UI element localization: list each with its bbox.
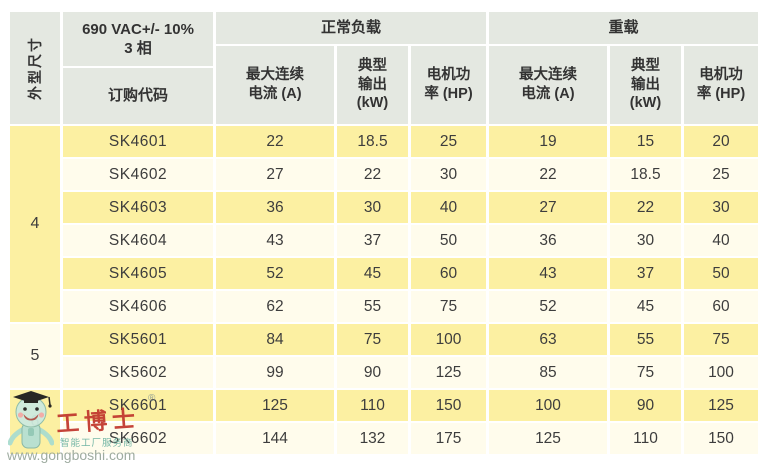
- value-cell: 55: [337, 291, 408, 322]
- order-code-cell: SK4604: [63, 225, 213, 256]
- value-cell: 25: [684, 159, 758, 190]
- value-cell: 75: [684, 324, 758, 355]
- frame-size-header-label: 外型尺寸: [27, 36, 43, 100]
- voltage-header: 690 VAC+/- 10% 3 相: [63, 12, 213, 66]
- value-cell: 90: [337, 357, 408, 388]
- registered-trademark-icon: ®: [148, 393, 156, 404]
- robot-mascot-icon: [8, 391, 54, 449]
- order-code-cell: SK6602: [63, 423, 213, 454]
- value-cell: 132: [337, 423, 408, 454]
- value-cell: 43: [489, 258, 607, 289]
- value-cell: 144: [216, 423, 334, 454]
- frame-size-header: 外型尺寸: [10, 12, 60, 124]
- value-cell: 75: [610, 357, 681, 388]
- value-cell: 25: [411, 126, 486, 157]
- value-cell: 150: [684, 423, 758, 454]
- value-cell: 22: [337, 159, 408, 190]
- value-cell: 45: [337, 258, 408, 289]
- order-code-cell: SK4606: [63, 291, 213, 322]
- heavy-load-group-header: 重载: [489, 12, 758, 44]
- order-code-cell: SK5601: [63, 324, 213, 355]
- frame-size-cell-4: 4: [10, 126, 60, 322]
- value-cell: 50: [411, 225, 486, 256]
- heavy-motor-power-header: 电机功 率 (HP): [684, 46, 758, 124]
- value-cell: 30: [610, 225, 681, 256]
- value-cell: 52: [216, 258, 334, 289]
- value-cell: 27: [489, 192, 607, 223]
- order-code-cell: SK4602: [63, 159, 213, 190]
- heavy-typical-output-header: 典型 输出 (kW): [610, 46, 681, 124]
- normal-motor-power-header: 电机功 率 (HP): [411, 46, 486, 124]
- value-cell: 30: [411, 159, 486, 190]
- value-cell: 90: [610, 390, 681, 421]
- value-cell: 18.5: [337, 126, 408, 157]
- value-cell: 125: [684, 390, 758, 421]
- value-cell: 62: [216, 291, 334, 322]
- value-cell: 20: [684, 126, 758, 157]
- heavy-max-current-header: 最大连续 电流 (A): [489, 46, 607, 124]
- value-cell: 175: [411, 423, 486, 454]
- value-cell: 37: [610, 258, 681, 289]
- order-code-cell: SK4603: [63, 192, 213, 223]
- value-cell: 110: [610, 423, 681, 454]
- value-cell: 45: [610, 291, 681, 322]
- normal-load-group-header: 正常负载: [216, 12, 486, 44]
- value-cell: 22: [216, 126, 334, 157]
- gongboshi-watermark: ® 工博士 智能工厂服务商 www.gongboshi.com: [0, 385, 220, 476]
- value-cell: 100: [684, 357, 758, 388]
- order-code-cell: SK4605: [63, 258, 213, 289]
- value-cell: 125: [216, 390, 334, 421]
- value-cell: 125: [489, 423, 607, 454]
- order-code-cell: SK5602: [63, 357, 213, 388]
- normal-max-current-header: 最大连续 电流 (A): [216, 46, 334, 124]
- value-cell: 55: [610, 324, 681, 355]
- normal-typical-output-header: 典型 输出 (kW): [337, 46, 408, 124]
- value-cell: 43: [216, 225, 334, 256]
- value-cell: 75: [411, 291, 486, 322]
- value-cell: 85: [489, 357, 607, 388]
- value-cell: 63: [489, 324, 607, 355]
- value-cell: 100: [411, 324, 486, 355]
- value-cell: 60: [411, 258, 486, 289]
- spec-table: 外型尺寸 690 VAC+/- 10% 3 相 订购代码 正常负载 重载 最大连…: [10, 12, 758, 454]
- value-cell: 125: [411, 357, 486, 388]
- value-cell: 19: [489, 126, 607, 157]
- value-cell: 75: [337, 324, 408, 355]
- value-cell: 110: [337, 390, 408, 421]
- value-cell: 52: [489, 291, 607, 322]
- value-cell: 50: [684, 258, 758, 289]
- brand-slogan: 智能工厂服务商: [60, 438, 134, 449]
- order-code-cell: SK6601: [63, 390, 213, 421]
- value-cell: 30: [684, 192, 758, 223]
- value-cell: 40: [411, 192, 486, 223]
- brand-url: www.gongboshi.com: [7, 447, 136, 463]
- brand-name: 工博士: [55, 406, 141, 437]
- value-cell: 15: [610, 126, 681, 157]
- value-cell: 99: [216, 357, 334, 388]
- value-cell: 60: [684, 291, 758, 322]
- frame-size-cell-5: 5: [10, 324, 60, 388]
- value-cell: 18.5: [610, 159, 681, 190]
- value-cell: 40: [684, 225, 758, 256]
- value-cell: 84: [216, 324, 334, 355]
- value-cell: 22: [489, 159, 607, 190]
- value-cell: 37: [337, 225, 408, 256]
- value-cell: 36: [489, 225, 607, 256]
- value-cell: 36: [216, 192, 334, 223]
- order-code-header: 订购代码: [63, 68, 213, 124]
- value-cell: 30: [337, 192, 408, 223]
- order-code-cell: SK4601: [63, 126, 213, 157]
- value-cell: 150: [411, 390, 486, 421]
- value-cell: 22: [610, 192, 681, 223]
- value-cell: 100: [489, 390, 607, 421]
- value-cell: 27: [216, 159, 334, 190]
